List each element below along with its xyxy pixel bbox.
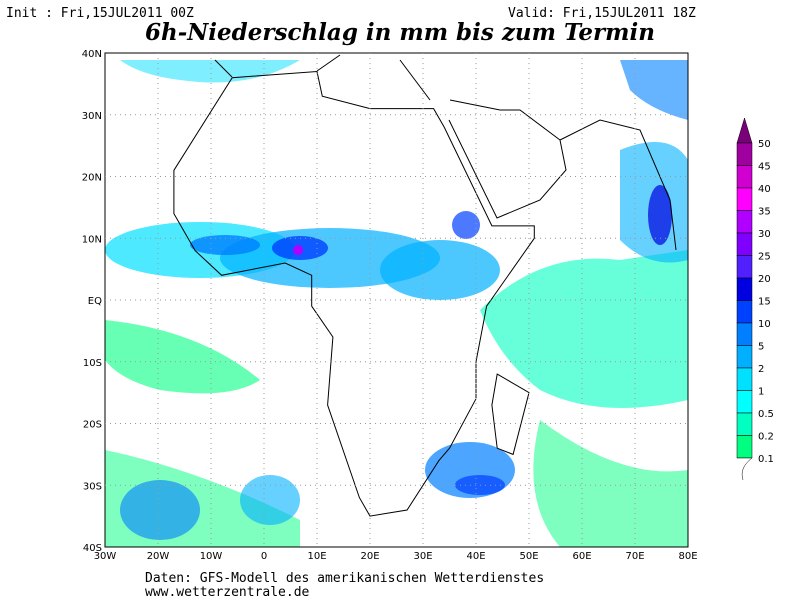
lon-label: 60E: [572, 551, 591, 562]
lon-label: 40E: [466, 551, 485, 562]
lon-label: 70E: [625, 551, 644, 562]
legend-label: 15: [758, 297, 771, 308]
lon-label: 10E: [307, 551, 326, 562]
legend-swatch: [736, 210, 753, 234]
lat-label: 30S: [83, 481, 102, 492]
legend-swatch: [736, 367, 753, 391]
lat-label: 10N: [82, 234, 102, 245]
color-legend: 50 45 40 35 30 25 20 15 10 5 2 1 0.5 0.2 0.1: [736, 117, 774, 481]
legend-label: 50: [758, 139, 771, 150]
legend-label: 45: [758, 162, 771, 173]
lon-label: 30W: [94, 551, 117, 562]
legend-swatch: [736, 435, 753, 459]
legend-label: 30: [758, 229, 771, 240]
lon-label: 50E: [519, 551, 538, 562]
map-title: 6h-Niederschlag in mm bis zum Termin: [145, 19, 655, 46]
lat-label: 30N: [82, 111, 102, 122]
lat-label: 40N: [82, 49, 102, 60]
lat-label: 20N: [82, 173, 102, 184]
legend-label: 2: [758, 364, 764, 375]
legend-swatch: [736, 165, 753, 189]
legend-tail: [737, 457, 753, 481]
legend-swatch: [736, 277, 753, 301]
legend-swatch: [736, 232, 753, 256]
coastlines: [173, 54, 677, 517]
lon-label: 20W: [147, 551, 170, 562]
lon-label: 0: [261, 551, 267, 562]
precipitation-field: [105, 60, 688, 547]
lon-label: 20E: [360, 551, 379, 562]
legend-cap: [736, 117, 753, 144]
legend-swatch: [736, 300, 753, 324]
lat-label: 20S: [83, 420, 102, 431]
legend-swatch: [736, 255, 753, 279]
legend-label: 5: [758, 342, 764, 353]
legend-label: 0.2: [758, 432, 774, 443]
lat-label: 40S: [83, 543, 102, 554]
init-time: Init : Fri,15JUL2011 00Z: [6, 6, 194, 21]
legend-swatch: [736, 390, 753, 414]
footer-source: Daten: GFS-Modell des amerikanischen Wet…: [145, 571, 544, 586]
legend-label: 20: [758, 274, 771, 285]
legend-label: 0.5: [758, 409, 774, 420]
footer-url: www.wetterzentrale.de: [145, 585, 310, 600]
legend-swatch: [736, 187, 753, 211]
legend-label: 0.1: [758, 454, 774, 465]
legend-swatch: [736, 322, 753, 346]
lon-label: 10W: [200, 551, 223, 562]
legend-label: 40: [758, 184, 771, 195]
lon-label: 80E: [678, 551, 697, 562]
lat-label: EQ: [88, 296, 102, 307]
legend-label: 1: [758, 387, 764, 398]
lon-label: 30E: [413, 551, 432, 562]
legend-swatch: [736, 345, 753, 369]
valid-time: Valid: Fri,15JUL2011 18Z: [508, 6, 696, 21]
legend-label: 35: [758, 207, 771, 218]
lat-label: 10S: [83, 358, 102, 369]
legend-label: 10: [758, 319, 771, 330]
legend-label: 25: [758, 252, 771, 263]
legend-swatch: [736, 142, 753, 166]
legend-swatch: [736, 412, 753, 436]
